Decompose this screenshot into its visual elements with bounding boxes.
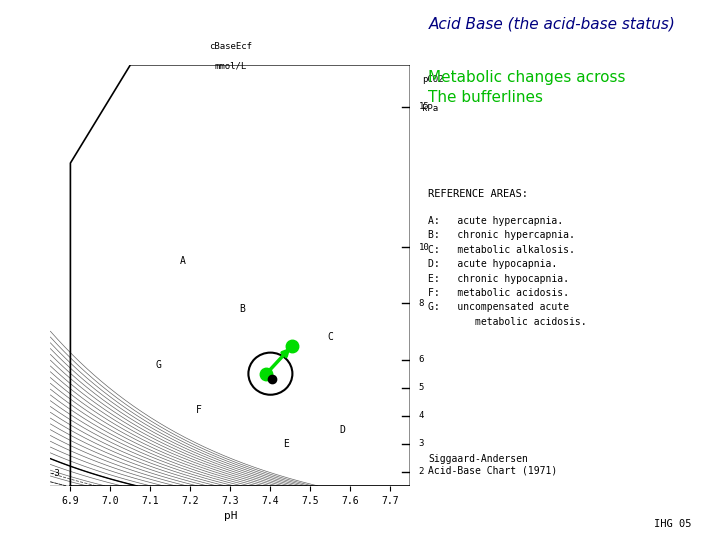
Text: B: B xyxy=(240,304,246,314)
Text: 15: 15 xyxy=(418,103,429,111)
Text: Siggaard-Andersen
Acid-Base Chart (1971): Siggaard-Andersen Acid-Base Chart (1971) xyxy=(428,454,558,475)
Text: G: G xyxy=(156,360,161,370)
Text: 8: 8 xyxy=(418,299,424,308)
Text: Acid Base (the acid-base status): Acid Base (the acid-base status) xyxy=(428,16,675,31)
Text: kPa: kPa xyxy=(423,104,438,112)
Text: D: D xyxy=(339,425,346,435)
Text: mmol/L: mmol/L xyxy=(215,62,246,70)
Text: A:   acute hypercapnia.
B:   chronic hypercapnia.
C:   metabolic alkalosis.
D:  : A: acute hypercapnia. B: chronic hyperca… xyxy=(428,216,587,327)
Text: F: F xyxy=(195,405,202,415)
Text: E: E xyxy=(284,439,289,449)
Text: A: A xyxy=(179,256,185,266)
Text: -3: -3 xyxy=(50,469,60,478)
Text: 4: 4 xyxy=(418,411,424,420)
Text: 2: 2 xyxy=(418,468,424,476)
Text: IHG 05: IHG 05 xyxy=(654,519,691,529)
Text: 10: 10 xyxy=(418,243,429,252)
Text: 5: 5 xyxy=(418,383,424,392)
Text: REFERENCE AREAS:: REFERENCE AREAS: xyxy=(428,189,528,199)
Text: 3: 3 xyxy=(418,440,424,448)
Text: Metabolic changes across
The bufferlines: Metabolic changes across The bufferlines xyxy=(428,70,626,105)
X-axis label: pH: pH xyxy=(224,511,237,521)
Text: C: C xyxy=(328,332,333,342)
Text: pCO2: pCO2 xyxy=(423,76,444,84)
Text: cBaseEcf: cBaseEcf xyxy=(209,42,252,51)
Text: 6: 6 xyxy=(418,355,424,364)
